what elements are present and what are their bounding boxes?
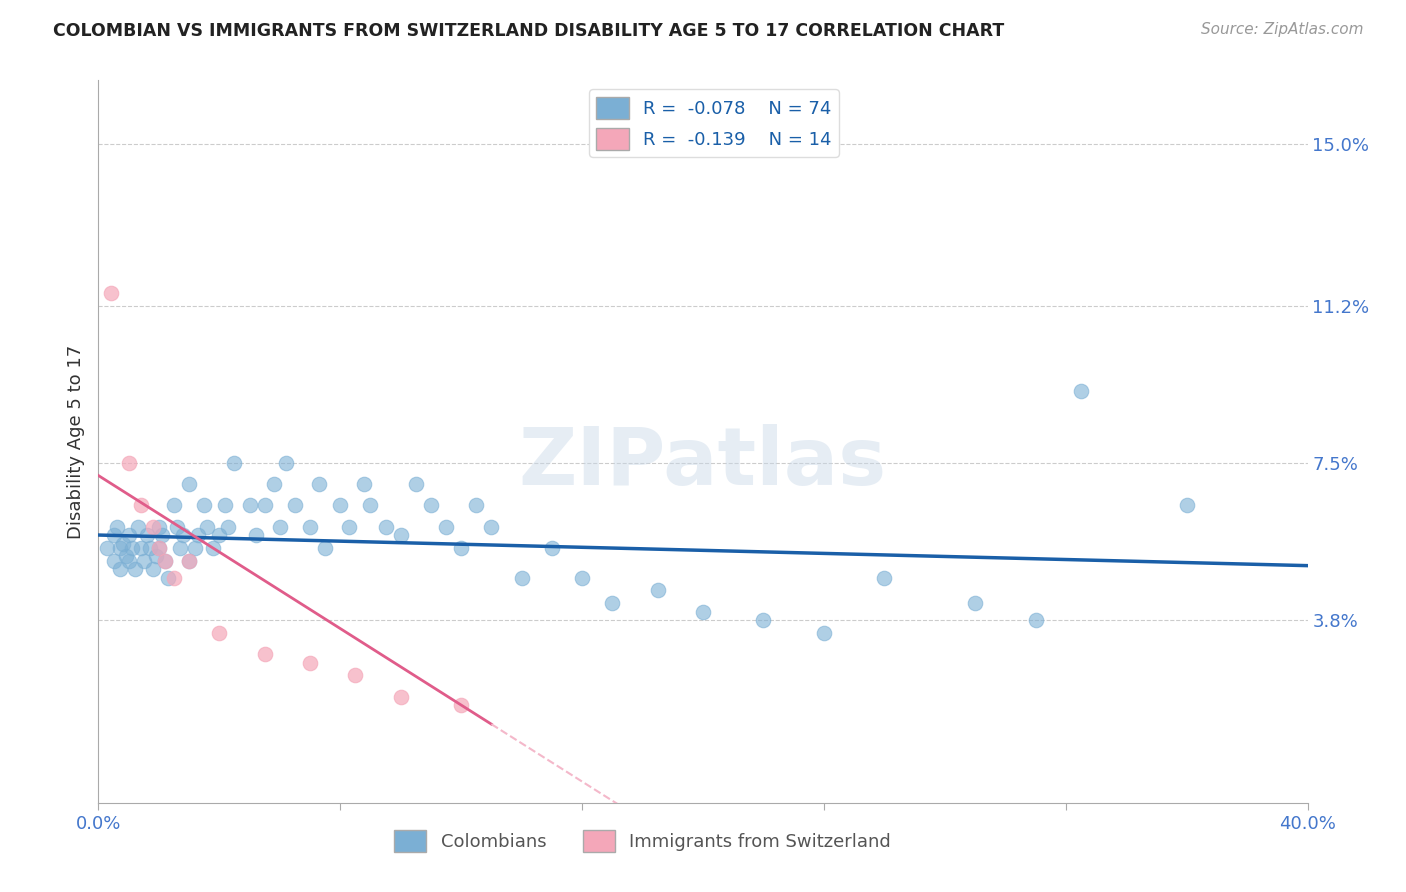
Point [105, 519, 128, 533]
Point [245, 528, 267, 542]
Point [253, 647, 276, 661]
Point [510, 570, 533, 584]
Point [150, 528, 173, 542]
Point [195, 519, 218, 533]
Point [360, 498, 382, 512]
Point [142, 562, 165, 576]
Point [139, 541, 162, 555]
Point [263, 477, 285, 491]
Point [179, 477, 201, 491]
Point [163, 498, 186, 512]
Point [224, 456, 246, 470]
Point [813, 625, 835, 640]
Point [450, 698, 472, 712]
Point [118, 528, 141, 542]
Point [389, 690, 412, 704]
Point [96, 541, 118, 555]
Point [284, 498, 307, 512]
Point [100, 285, 122, 300]
Point [114, 549, 136, 564]
Point [1175, 498, 1198, 512]
Point [153, 553, 176, 567]
Point [145, 549, 167, 564]
Point [169, 541, 191, 555]
Text: Source: ZipAtlas.com: Source: ZipAtlas.com [1201, 22, 1364, 37]
Point [108, 541, 131, 555]
Point [217, 519, 239, 533]
Point [269, 519, 291, 533]
Point [208, 528, 231, 542]
Point [108, 562, 131, 576]
Point [179, 553, 201, 567]
Point [187, 528, 209, 542]
Point [308, 477, 330, 491]
Point [1024, 613, 1046, 627]
Point [873, 570, 896, 584]
Point [118, 553, 141, 567]
Point [148, 519, 170, 533]
Point [965, 596, 987, 610]
Point [337, 519, 360, 533]
Point [153, 553, 176, 567]
Point [132, 553, 155, 567]
Point [434, 519, 457, 533]
Point [481, 519, 503, 533]
Point [253, 498, 276, 512]
Point [103, 553, 125, 567]
Point [103, 528, 125, 542]
Point [172, 528, 194, 542]
Point [179, 553, 201, 567]
Point [127, 519, 149, 533]
Point [214, 498, 236, 512]
Text: ZIPatlas: ZIPatlas [519, 425, 887, 502]
Point [299, 656, 322, 670]
Point [129, 498, 152, 512]
Point [540, 541, 562, 555]
Y-axis label: Disability Age 5 to 17: Disability Age 5 to 17 [66, 344, 84, 539]
Point [752, 613, 775, 627]
Point [184, 541, 207, 555]
Legend: Colombians, Immigrants from Switzerland: Colombians, Immigrants from Switzerland [387, 822, 898, 859]
Point [405, 477, 427, 491]
Point [344, 668, 367, 682]
Point [148, 541, 170, 555]
Point [166, 519, 188, 533]
Text: COLOMBIAN VS IMMIGRANTS FROM SWITZERLAND DISABILITY AGE 5 TO 17 CORRELATION CHAR: COLOMBIAN VS IMMIGRANTS FROM SWITZERLAND… [53, 22, 1005, 40]
Point [274, 456, 297, 470]
Point [1070, 384, 1092, 398]
Point [389, 528, 412, 542]
Point [208, 625, 231, 640]
Point [329, 498, 352, 512]
Point [135, 528, 157, 542]
Point [299, 519, 322, 533]
Point [420, 498, 443, 512]
Point [571, 570, 593, 584]
Point [647, 583, 669, 598]
Point [692, 605, 714, 619]
Point [129, 541, 152, 555]
Point [163, 570, 186, 584]
Point [142, 519, 165, 533]
Point [374, 519, 396, 533]
Point [450, 541, 472, 555]
Point [111, 536, 134, 550]
Point [148, 541, 170, 555]
Point [121, 541, 143, 555]
Point [193, 498, 215, 512]
Point [124, 562, 146, 576]
Point [314, 541, 336, 555]
Point [202, 541, 225, 555]
Point [118, 456, 141, 470]
Point [353, 477, 375, 491]
Point [239, 498, 262, 512]
Point [465, 498, 488, 512]
Point [602, 596, 624, 610]
Point [156, 570, 179, 584]
